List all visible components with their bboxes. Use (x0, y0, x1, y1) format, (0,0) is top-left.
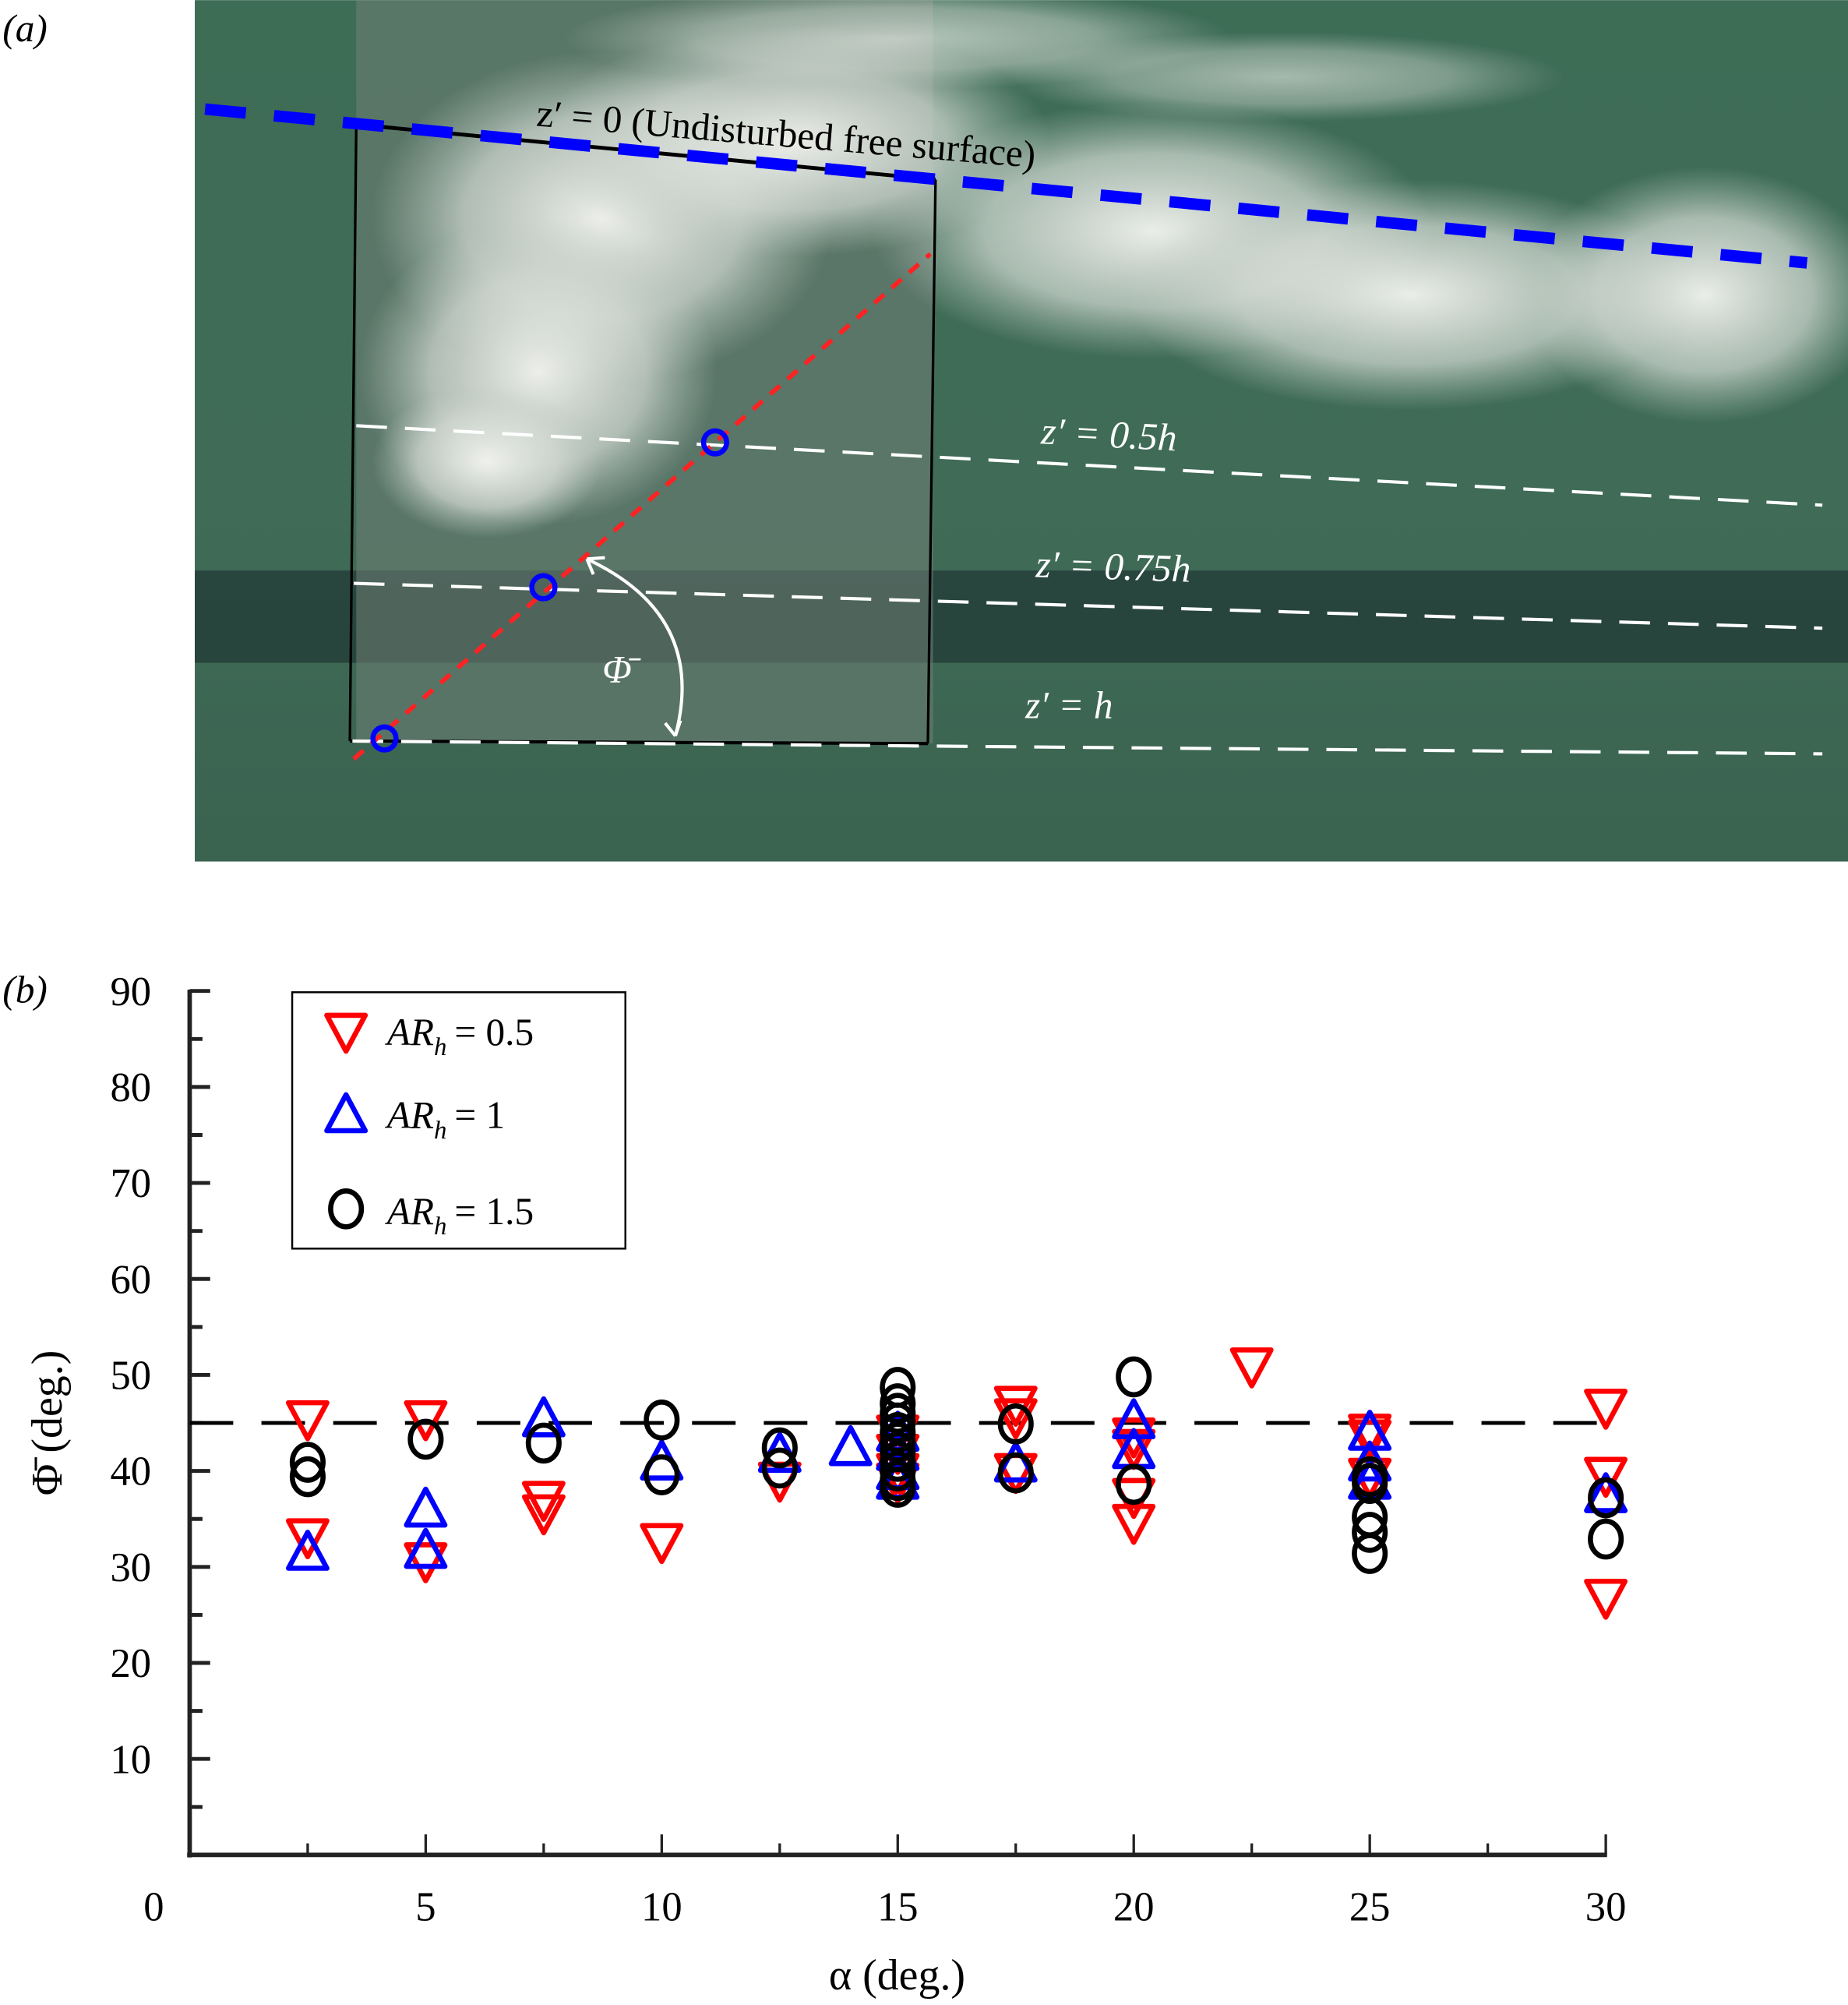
data-point-circle (761, 1447, 798, 1489)
y-axis-label: Φ̄ (deg.) (23, 1350, 72, 1496)
y-tick-label: 50 (110, 1354, 151, 1399)
data-point-triangle-up (1112, 1398, 1156, 1440)
x-tick-label: 25 (1349, 1884, 1391, 1929)
panel-a-label: (a) (2, 7, 48, 50)
data-point-triangle-up (285, 1530, 330, 1571)
data-point-triangle-down (285, 1400, 330, 1442)
legend: ARh = 0.5 ARh = 1 ARh = 1.5 (291, 991, 626, 1250)
data-points (285, 1347, 1628, 1620)
y-tick-label: 70 (110, 1161, 151, 1206)
data-point-circle (525, 1422, 562, 1464)
depth-lines (352, 424, 1823, 756)
y-tick-label: 90 (110, 969, 151, 1015)
x-tick-label: 5 (415, 1884, 436, 1929)
triangle-up-icon (324, 1092, 369, 1134)
x-tick-label: 0 (143, 1884, 164, 1929)
data-point-triangle-down (404, 1400, 448, 1442)
data-point-triangle-down (1584, 1578, 1628, 1620)
data-point-circle (1588, 1477, 1624, 1519)
legend-item-ar-1: ARh = 1 (324, 1092, 505, 1145)
y-tick-label: 10 (110, 1737, 151, 1782)
free-surface-line (204, 103, 1808, 269)
data-point-triangle-up (404, 1527, 448, 1569)
intersection-points (370, 428, 729, 753)
legend-item-ar-1-5: ARh = 1.5 (328, 1188, 534, 1241)
y-tick-label: 80 (110, 1065, 151, 1110)
y-tick-label: 60 (110, 1257, 151, 1302)
z-half-label: z′ = 0.5h (1039, 409, 1178, 459)
data-point-circle (997, 1403, 1034, 1445)
flow-photograph (195, 0, 1848, 862)
data-point-circle (407, 1418, 444, 1460)
circle-icon (328, 1188, 365, 1230)
x-tick-label: 30 (1585, 1884, 1627, 1929)
z-three-quarter-label: z′ = 0.75h (1035, 542, 1192, 590)
point-z-three-quarter (529, 573, 558, 602)
x-tick-label: 20 (1113, 1884, 1155, 1929)
y-ticks: 10 20 30 40 50 60 70 80 90 (110, 969, 210, 1809)
data-point-circle (1116, 1463, 1152, 1506)
angle-arc-icon (585, 556, 684, 737)
data-point-circle (880, 1467, 916, 1508)
data-point-triangle-down (404, 1542, 448, 1583)
scatter-chart: 10 20 30 40 50 60 70 80 90 0 5 10 15 20 25 30 ARh = 0.5… (23, 969, 1628, 2000)
data-point-circle (289, 1442, 326, 1483)
data-point-circle (761, 1427, 798, 1469)
data-point-circle (289, 1456, 326, 1498)
data-point-triangle-down (521, 1494, 566, 1536)
x-axis-label: α (deg.) (829, 1951, 965, 2000)
data-point-circle (1352, 1512, 1388, 1553)
legend-item-ar-0-5: ARh = 0.5 (324, 1011, 534, 1061)
y-tick-label: 30 (110, 1545, 151, 1590)
data-point-triangle-up (828, 1424, 873, 1467)
point-z-half (700, 428, 729, 457)
svg-text:ARh= 1: ARh = 1 (385, 1094, 505, 1145)
data-point-triangle-down (993, 1398, 1038, 1440)
data-point-triangle-down (521, 1481, 566, 1522)
y-tick-label: 20 (110, 1641, 151, 1686)
data-point-triangle-up (521, 1396, 566, 1438)
y-tick-label: 40 (110, 1449, 151, 1495)
data-point-triangle-up (1584, 1472, 1628, 1513)
data-point-triangle-down (640, 1523, 684, 1565)
data-point-circle (997, 1452, 1034, 1494)
data-point-triangle-down (285, 1518, 330, 1560)
z-full-label: z′ = h (1025, 683, 1113, 726)
x-tick-label: 10 (641, 1884, 682, 1929)
panel-b-label: (b) (2, 968, 48, 1011)
data-point-triangle-down (1348, 1419, 1392, 1461)
x-ticks: 0 5 10 15 20 25 30 (143, 1834, 1626, 1929)
data-point-triangle-down (1112, 1503, 1156, 1545)
data-point-circle (1352, 1533, 1388, 1574)
data-point-circle (644, 1400, 680, 1441)
x-tick-label: 15 (877, 1884, 919, 1929)
data-point-triangle-down (1229, 1347, 1274, 1389)
data-point-circle (1116, 1356, 1152, 1398)
point-z-full (370, 724, 399, 753)
triangle-down-icon (324, 1012, 369, 1054)
data-point-triangle-up (404, 1486, 448, 1528)
fit-line (352, 252, 933, 761)
svg-text:ARh= 0.5: ARh = 0.5 (385, 1011, 534, 1061)
data-point-triangle-down (1584, 1456, 1628, 1498)
svg-text:ARh= 1.5: ARh = 1.5 (385, 1190, 534, 1241)
data-point-triangle-down (1584, 1389, 1628, 1430)
data-point-circle (1588, 1518, 1624, 1560)
data-point-triangle-down (993, 1385, 1038, 1428)
data-point-circle (644, 1454, 680, 1495)
